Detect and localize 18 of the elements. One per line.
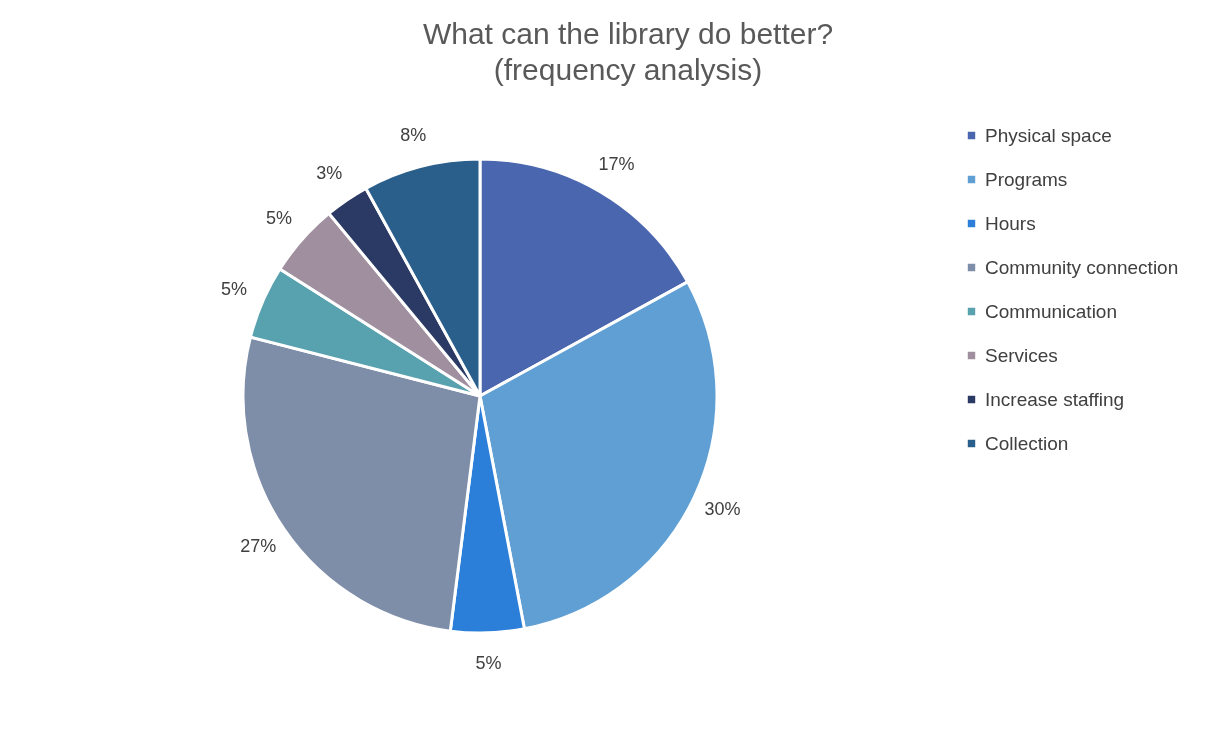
data-label: 27% (240, 535, 277, 556)
data-label: 5% (221, 278, 248, 299)
data-label: 8% (400, 125, 427, 146)
data-label: 5% (265, 207, 292, 228)
legend-label: Increase staffing (985, 388, 1125, 410)
legend-label: Services (985, 344, 1058, 366)
data-label: 5% (475, 652, 502, 673)
legend-label: Hours (985, 212, 1036, 234)
data-label: 17% (598, 154, 635, 175)
legend-label: Communication (985, 300, 1117, 322)
data-label: 3% (316, 163, 343, 184)
legend-label: Collection (985, 432, 1069, 454)
chart-subtitle: (frequency analysis) (493, 53, 763, 86)
chart-title: What can the library do better? (422, 17, 834, 50)
legend-label: Community connection (985, 256, 1179, 278)
legend-label: Programs (985, 168, 1068, 190)
data-label: 30% (704, 499, 741, 520)
legend-label: Physical space (985, 124, 1112, 146)
